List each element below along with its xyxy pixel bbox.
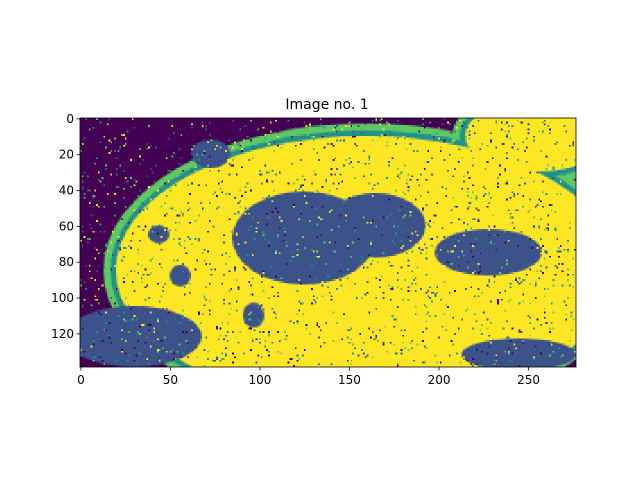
y-tick-label: 60 bbox=[59, 219, 74, 233]
x-tick-label: 50 bbox=[163, 373, 178, 387]
x-tick-label: 0 bbox=[77, 373, 85, 387]
y-axis: 0 20 40 60 80 100 120 bbox=[51, 112, 80, 341]
y-tick-label: 120 bbox=[51, 327, 74, 341]
y-tick-label: 80 bbox=[59, 255, 74, 269]
heatmap-image bbox=[80, 118, 576, 367]
x-tick-label: 100 bbox=[249, 373, 272, 387]
x-tick-label: 150 bbox=[338, 373, 361, 387]
chart-title: Image no. 1 bbox=[285, 97, 368, 113]
x-axis: 0 50 100 150 200 250 bbox=[77, 367, 540, 387]
y-tick-label: 0 bbox=[66, 112, 74, 126]
y-tick-label: 100 bbox=[51, 291, 74, 305]
axes-frame bbox=[79, 117, 577, 368]
y-tick-label: 20 bbox=[59, 148, 74, 162]
x-tick-label: 250 bbox=[517, 373, 540, 387]
heatmap-raster bbox=[80, 118, 576, 367]
x-tick-label: 200 bbox=[428, 373, 451, 387]
y-tick-label: 40 bbox=[59, 184, 74, 198]
